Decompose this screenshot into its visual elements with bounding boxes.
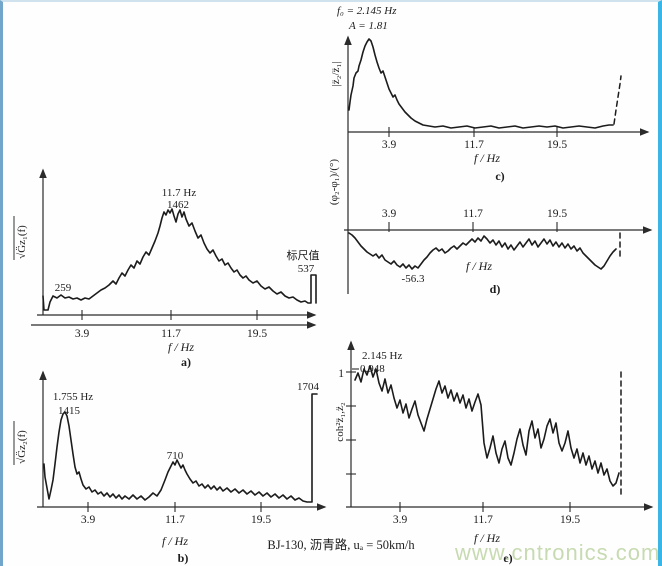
plot-e-tick-11.7: 11.7 xyxy=(473,514,493,526)
plot-e-ylabel: coh²z̈₁,z̈₂ xyxy=(334,402,346,442)
plot-d-ylabel: (φ₂-φ₁)/(°) xyxy=(328,159,340,205)
plot-a-xlabel: f / Hz xyxy=(168,340,194,354)
plot-e-ann-coh: 0.948 xyxy=(360,363,385,375)
plot-b-curve xyxy=(43,393,318,503)
plot-e-xlabel: f / Hz xyxy=(474,531,500,545)
plot-a-tick-3.9: 3.9 xyxy=(75,328,90,340)
plot-c: 3.9 11.7 19.5 f / Hz c) |z̈₂/z̈₁| f₀ = 2… xyxy=(330,5,650,294)
plot-b-xlabel: f / Hz xyxy=(162,534,188,548)
plot-a-label: a) xyxy=(181,355,191,369)
plot-a-ann-259: 259 xyxy=(55,282,72,294)
plot-d-tick-11.7: 11.7 xyxy=(463,208,483,220)
plot-e-ylabel-group: coh²z̈₁,z̈₂ xyxy=(334,402,346,442)
plot-c-tick-19.5: 19.5 xyxy=(547,139,567,151)
plot-e-label: e) xyxy=(503,551,512,565)
plot-b-label: b) xyxy=(178,551,189,565)
plot-a-curve xyxy=(42,208,317,311)
plot-a-tick-19.5: 19.5 xyxy=(247,328,267,340)
plot-d-xlabel: f / Hz xyxy=(466,259,492,273)
plot-e-ann-freq: 2.145 Hz xyxy=(362,350,402,362)
plot-c-curve xyxy=(348,38,614,129)
plot-a-ann-scale-val: 537 xyxy=(298,263,315,275)
plot-a-ann-peak-freq: 11.7 Hz xyxy=(162,187,197,199)
plot-a-tick-11.7: 11.7 xyxy=(161,328,181,340)
plot-c-ann-A: A = 1.81 xyxy=(348,20,388,32)
plot-d-tick-19.5: 19.5 xyxy=(547,208,567,220)
plot-a-ann-peak-val: 1462 xyxy=(167,199,189,211)
plot-c-xlabel: f / Hz xyxy=(474,151,500,165)
plot-b-tick-19.5: 19.5 xyxy=(251,514,271,526)
plot-b-tick-3.9: 3.9 xyxy=(81,514,96,526)
plot-d: 3.9 11.7 19.5 f / Hz d) (φ₂-φ₁)/(°) -56.… xyxy=(328,159,653,296)
plot-b-ann-peak-val: 1415 xyxy=(58,405,81,417)
plot-d-label: d) xyxy=(490,282,501,296)
plot-d-curve xyxy=(348,232,617,270)
plot-e-curve xyxy=(354,365,620,487)
plot-e-tick-19.5: 19.5 xyxy=(560,514,580,526)
plot-b-ylabel-group: √G̈z₂(f) xyxy=(13,421,28,465)
plot-c-ann-f0: f₀ = 2.145 Hz xyxy=(337,5,397,17)
plot-c-label: c) xyxy=(495,169,504,183)
plot-d-tick-3.9: 3.9 xyxy=(382,208,397,220)
plot-c-ylabel-group: |z̈₂/z̈₁| xyxy=(330,62,342,87)
plot-b-ann-1704: 1704 xyxy=(297,381,320,393)
plot-a: 3.9 11.7 19.5 f / Hz a) √G̈z₁(f) 259 11.… xyxy=(13,168,320,369)
plot-b-ann-710: 710 xyxy=(167,450,184,462)
watermark: www.cntronics.com xyxy=(454,540,658,565)
plot-e: 3.9 11.7 19.5 1 f / Hz e) coh²z̈₁,z̈₂ 2.… xyxy=(334,340,654,565)
figure-caption: BJ-130, 沥青路, uₐ = 50km/h xyxy=(267,537,415,552)
plot-e-ytick-1: 1 xyxy=(338,368,344,380)
plot-b-tick-11.7: 11.7 xyxy=(165,514,185,526)
plot-b-ann-peak-freq: 1.755 Hz xyxy=(53,391,93,403)
plot-c-ylabel: |z̈₂/z̈₁| xyxy=(330,62,342,87)
plot-a-ylabel: √G̈z₁(f) xyxy=(16,225,28,259)
plot-c-curve-dashed xyxy=(613,75,622,125)
plot-e-tick-3.9: 3.9 xyxy=(393,514,408,526)
plot-a-ylabel-group: √G̈z₁(f) xyxy=(13,216,28,260)
plot-d-ylabel-group: (φ₂-φ₁)/(°) xyxy=(328,159,340,205)
plot-b-ylabel: √G̈z₂(f) xyxy=(16,430,28,464)
plot-c-tick-3.9: 3.9 xyxy=(382,139,397,151)
plot-a-ann-scale-name: 标尺值 xyxy=(287,248,320,262)
figure-svg: 3.9 11.7 19.5 f / Hz a) √G̈z₁(f) 259 11.… xyxy=(13,5,658,565)
plot-d-ann-min: -56.3 xyxy=(402,273,425,285)
plot-c-tick-11.7: 11.7 xyxy=(464,139,484,151)
plot-b: 3.9 11.7 19.5 f / Hz b) √G̈z₂(f) 1.755 H… xyxy=(13,370,327,565)
